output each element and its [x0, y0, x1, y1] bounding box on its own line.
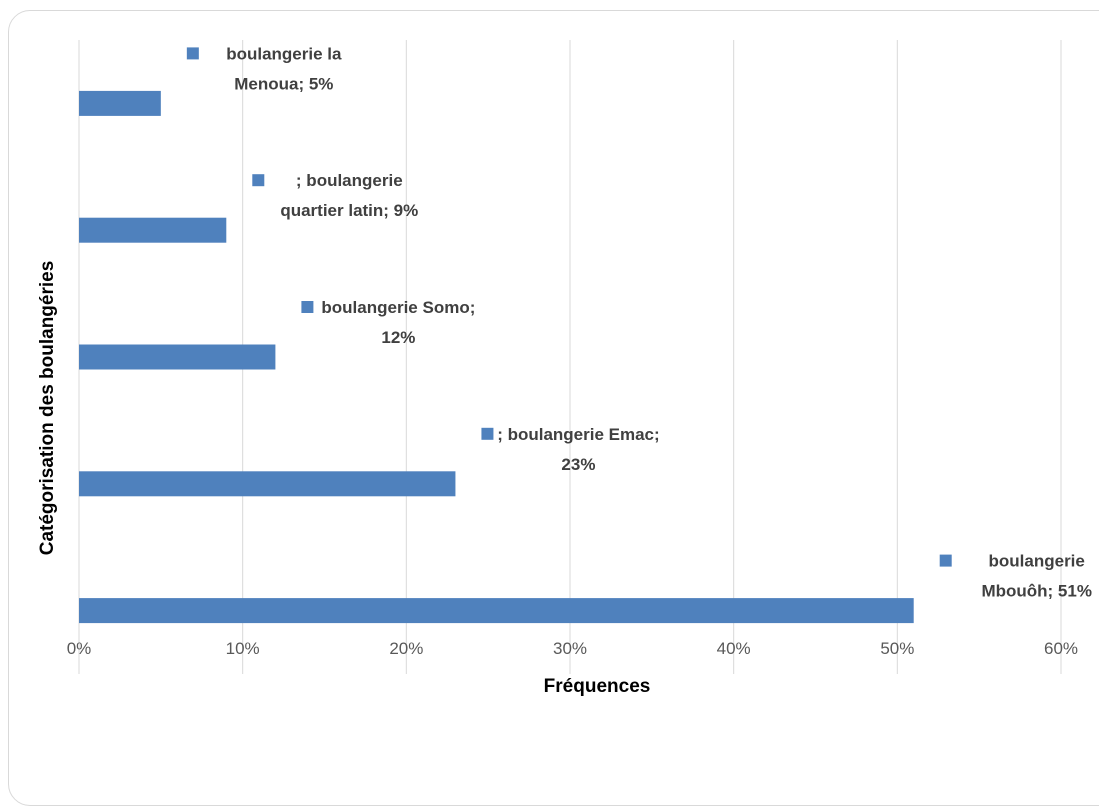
data-label: ; boulangerie Emac; 23% [481, 425, 660, 474]
data-label-line: quartier latin; 9% [280, 201, 418, 220]
data-label-line: Mbouôh; 51% [981, 582, 1092, 601]
data-label-line: 12% [381, 328, 415, 347]
x-tick-label: 30% [553, 639, 587, 658]
data-labels: boulangerie la Menoua; 5% ; boulangerie qua… [186, 44, 1092, 601]
data-label-line: Menoua; 5% [234, 74, 333, 93]
x-tick-label: 20% [389, 639, 423, 658]
chart-frame [8, 10, 1099, 806]
data-label-line: boulangerie [989, 552, 1085, 571]
data-label-line: ; boulangerie Emac; [497, 425, 659, 444]
bar [79, 90, 161, 116]
data-label-line: boulangerie la [226, 44, 342, 63]
data-label: boulangerie Somo; 12% [301, 298, 475, 347]
x-tick-label: 0% [67, 639, 92, 658]
x-tick-label: 10% [226, 639, 260, 658]
legend-key-icon [252, 174, 265, 187]
bar [79, 471, 456, 497]
bar [79, 344, 276, 370]
x-tick-label: 60% [1044, 639, 1078, 658]
bar [79, 598, 914, 624]
y-axis-title: Catégorisation des boulangéries [37, 261, 58, 556]
x-tick-label: 40% [717, 639, 751, 658]
legend-key-icon [481, 427, 494, 440]
legend-key-icon [939, 554, 952, 567]
data-label: ; boulangerie quartier latin; 9% [252, 171, 418, 220]
x-axis-title: Fréquences [544, 676, 651, 697]
legend-key-icon [301, 301, 314, 313]
x-tick-labels: 0% 10% 20% 30% 40% 50% 60% [67, 639, 1078, 658]
data-label-line: ; boulangerie [296, 171, 403, 190]
bars [79, 90, 914, 624]
data-label: boulangerie Mbouôh; 51% [939, 552, 1092, 601]
data-label: boulangerie la Menoua; 5% [186, 44, 342, 93]
bar [79, 217, 227, 243]
x-tick-label: 50% [880, 639, 914, 658]
legend-key-icon [186, 47, 199, 60]
data-label-line: 23% [561, 455, 595, 474]
data-label-line: boulangerie Somo; [321, 298, 475, 317]
